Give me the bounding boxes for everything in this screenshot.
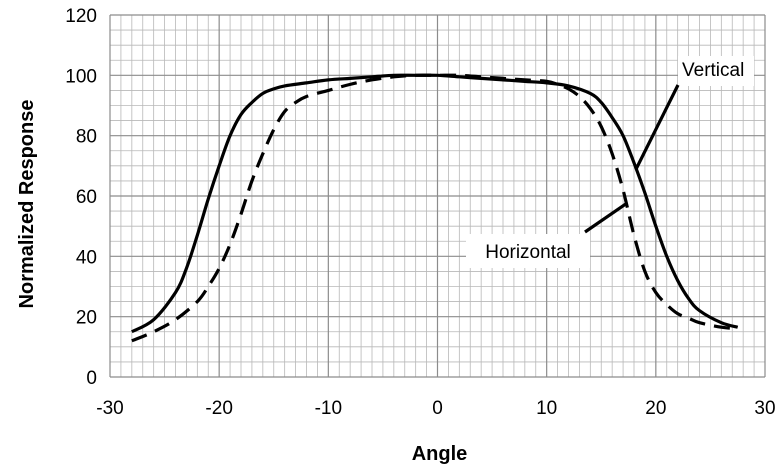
annotation-label-vertical: Vertical xyxy=(682,60,744,81)
y-tick-label: 60 xyxy=(76,187,97,208)
annotation-background xyxy=(466,234,590,268)
annotation-leader-line xyxy=(584,202,628,234)
annotation-leader-line xyxy=(634,84,680,170)
x-tick-label: 10 xyxy=(536,398,557,419)
y-tick-label: 20 xyxy=(76,308,97,329)
y-axis-title: Normalized Response xyxy=(16,100,38,309)
x-tick-labels: -30 -20 -10 0 10 20 30 xyxy=(96,398,775,419)
y-tick-label: 120 xyxy=(65,6,97,27)
x-axis-title: Angle xyxy=(412,443,468,465)
x-tick-label: 30 xyxy=(754,398,775,419)
series-layer xyxy=(131,73,739,343)
y-tick-label: 40 xyxy=(76,247,97,268)
y-tick-label: 100 xyxy=(65,66,97,87)
x-tick-label: -10 xyxy=(315,398,342,419)
series-line-horizontal xyxy=(131,73,738,343)
y-tick-label: 0 xyxy=(86,368,97,389)
x-tick-label: -20 xyxy=(205,398,232,419)
y-tick-labels: 0 20 40 60 80 100 120 xyxy=(65,6,97,389)
annotation-label-horizontal: Horizontal xyxy=(485,242,571,263)
y-tick-label: 80 xyxy=(76,127,97,148)
x-tick-label: -30 xyxy=(96,398,123,419)
annotation-background xyxy=(678,56,754,86)
series-line-vertical xyxy=(131,73,739,334)
x-tick-label: 20 xyxy=(645,398,666,419)
annotation-layer: Vertical Horizontal xyxy=(466,56,754,268)
x-tick-label: 0 xyxy=(432,398,443,419)
